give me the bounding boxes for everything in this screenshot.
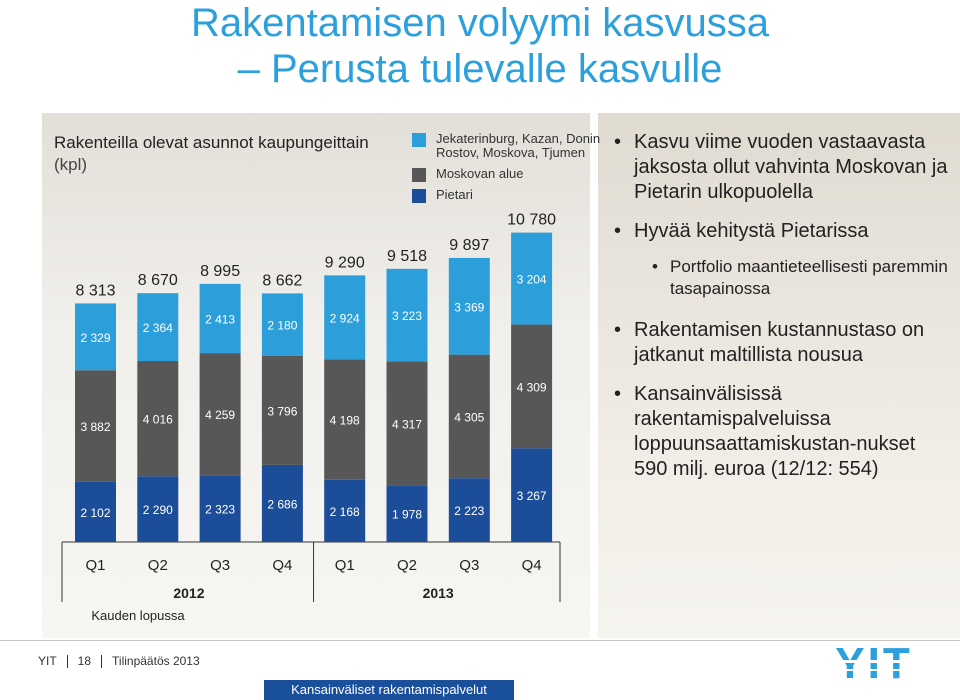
footer: YIT 18 Tilinpäätös 2013 — [38, 654, 200, 668]
x-tick-label: Q2 — [148, 557, 168, 574]
bar-value-label: 1 978 — [392, 508, 422, 522]
bullet-list: Kasvu viime vuoden vastaavasta jaksosta … — [610, 130, 950, 496]
stacked-bar-chart: 2 102 3 882 2 329 8 313 Q1 2 290 4 016 2 364 8 6… — [61, 212, 561, 623]
bar-total-label: 8 995 — [200, 263, 240, 280]
footer-report: Tilinpäätös 2013 — [112, 654, 200, 668]
bar-total-label: 9 290 — [325, 254, 365, 271]
bar-segment-2 — [261, 355, 303, 465]
chart-subtitle: (kpl) — [54, 155, 88, 174]
legend-swatch-st-petersburg — [412, 189, 426, 203]
bar-segment-1 — [511, 448, 553, 542]
x-tick-label: Q4 — [272, 557, 292, 574]
bar-segment-2 — [511, 324, 553, 449]
bar-value-label: 2 686 — [267, 497, 297, 511]
bar-value-label: 2 290 — [143, 503, 173, 517]
bar-segment-3 — [448, 257, 490, 355]
bar-value-label: 4 305 — [454, 410, 484, 424]
bar-segment-3 — [511, 232, 553, 325]
bar-segment-1 — [448, 478, 490, 542]
bar-value-label: 4 317 — [392, 417, 422, 431]
x-tick-label: Q1 — [85, 557, 105, 574]
bar-segment-2 — [199, 353, 241, 476]
x-tick-label: Q3 — [459, 557, 479, 574]
bar-segment-2 — [386, 361, 428, 486]
chart-title-text: Rakenteilla olevat asunnot kaupungeittai… — [54, 133, 369, 152]
bar-segment-1 — [261, 464, 303, 542]
footer-separator — [101, 654, 103, 668]
bar-total-label: 9 518 — [387, 248, 427, 265]
bar-total-label: 10 780 — [507, 212, 556, 229]
bullet-item: Kasvu viime vuoden vastaavasta jaksosta … — [610, 130, 950, 205]
bar-value-label: 3 223 — [392, 309, 422, 323]
legend-label: Pietari — [436, 187, 473, 202]
chart-legend: Jekaterinburg, Kazan, Donin Rostov, Mosk… — [412, 132, 602, 209]
bar-segment-1 — [75, 481, 116, 542]
bar-segment-3 — [137, 293, 179, 362]
bar-segment-1 — [324, 479, 366, 542]
bar-value-label: 4 198 — [330, 414, 360, 428]
legend-item-st-petersburg: Pietari — [412, 187, 602, 203]
footer-company: YIT — [38, 654, 57, 668]
yit-logo: YIT — [822, 642, 926, 684]
bullet-item: Kansainvälisissä rakentamispalveluissa l… — [610, 382, 950, 482]
bar-segment-1 — [137, 476, 179, 542]
bar-segment-3 — [324, 275, 366, 360]
bar-segment-3 — [386, 268, 428, 362]
x-axis-label: Kauden lopussa — [91, 608, 185, 623]
bar-value-label: 3 882 — [80, 420, 110, 434]
bar-value-label: 2 102 — [80, 506, 110, 520]
bar-total-label: 8 313 — [75, 282, 115, 299]
legend-swatch-moscow-region — [412, 168, 426, 182]
bar-segment-1 — [199, 475, 241, 542]
bar-value-label: 2 168 — [330, 505, 360, 519]
bullet-item: Rakentamisen kustannustaso on jatkanut m… — [610, 318, 950, 368]
year-group-label: 2013 — [423, 585, 454, 601]
legend-swatch-other-cities — [412, 133, 426, 147]
bar-value-label: 4 259 — [205, 408, 235, 422]
bar-segment-3 — [261, 293, 303, 356]
bar-segment-3 — [75, 303, 116, 371]
bar-value-label: 2 329 — [80, 331, 110, 345]
bar-segment-2 — [137, 361, 179, 477]
bar-total-label: 8 662 — [262, 272, 302, 289]
year-group-label: 2012 — [173, 585, 204, 601]
x-tick-label: Q3 — [210, 557, 230, 574]
x-tick-label: Q4 — [522, 557, 542, 574]
slide-title-line2: – Perusta tulevalle kasvulle — [237, 47, 723, 91]
bar-value-label: 3 267 — [517, 489, 547, 503]
bar-segment-2 — [75, 370, 116, 482]
legend-item-other-cities: Jekaterinburg, Kazan, Donin Rostov, Mosk… — [412, 132, 602, 160]
footer-separator — [66, 654, 68, 668]
chart-title: Rakenteilla olevat asunnot kaupungeittai… — [54, 132, 414, 176]
bar-segment-2 — [324, 359, 366, 480]
bar-value-label: 2 180 — [267, 319, 297, 333]
footer-divider — [0, 640, 960, 641]
bullet-item: Hyvää kehitystä Pietarissa — [610, 219, 950, 244]
bar-value-label: 3 369 — [454, 300, 484, 314]
bar-value-label: 4 309 — [517, 380, 547, 394]
sub-bullet-item: Portfolio maantieteellisesti paremmin ta… — [610, 256, 950, 300]
bar-total-label: 8 670 — [138, 272, 178, 289]
legend-item-moscow-region: Moskovan alue — [412, 166, 602, 182]
x-tick-label: Q2 — [397, 557, 417, 574]
x-tick-label: Q1 — [335, 557, 355, 574]
bar-total-label: 9 897 — [449, 237, 489, 254]
bar-value-label: 3 204 — [517, 273, 547, 287]
footer-page-number: 18 — [77, 654, 92, 668]
slide-title-line1: Rakentamisen volyymi kasvussa — [191, 1, 769, 45]
bar-value-label: 3 796 — [267, 404, 297, 418]
bar-value-label: 2 413 — [205, 312, 235, 326]
bar-value-label: 2 364 — [143, 321, 173, 335]
footer-division-bar: Kansainväliset rakentamispalvelut — [264, 680, 514, 700]
bar-value-label: 2 924 — [330, 311, 360, 325]
bar-value-label: 2 323 — [205, 503, 235, 517]
legend-label: Moskovan alue — [436, 166, 524, 181]
bar-value-label: 2 223 — [454, 504, 484, 518]
bar-value-label: 4 016 — [143, 413, 173, 427]
bar-segment-2 — [448, 354, 490, 479]
chart-panel — [42, 113, 590, 638]
bar-segment-1 — [386, 485, 428, 542]
legend-label: Jekaterinburg, Kazan, Donin Rostov, Mosk… — [436, 131, 601, 160]
bar-segment-3 — [199, 283, 241, 354]
